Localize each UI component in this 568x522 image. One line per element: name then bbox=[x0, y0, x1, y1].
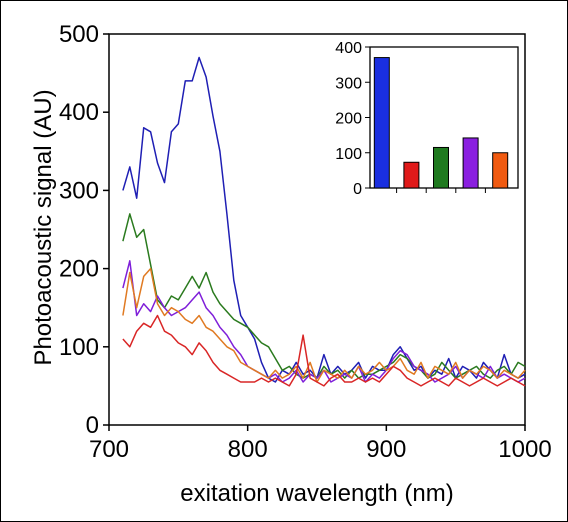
series-line-1 bbox=[122, 56, 526, 383]
inset-bar-plot: 0 100 200 300 400 bbox=[335, 40, 519, 198]
y-tick-label: 0 bbox=[86, 412, 99, 439]
main-plot-border bbox=[108, 33, 526, 426]
x-axis-label: exitation wavelength (nm) bbox=[180, 480, 453, 507]
inset-y-tick-label: 300 bbox=[335, 75, 362, 92]
x-tick-label: 800 bbox=[228, 436, 268, 463]
series-line-2 bbox=[122, 213, 526, 379]
inset-bar-1 bbox=[373, 57, 390, 189]
y-tick-label: 500 bbox=[59, 21, 99, 48]
y-tick-label: 100 bbox=[59, 334, 99, 361]
x-tick-label: 700 bbox=[89, 436, 129, 463]
y-axis-label: Photoacoustic signal (AU) bbox=[30, 89, 57, 365]
x-tick-label: 1000 bbox=[498, 436, 551, 463]
inset-bar-4 bbox=[462, 137, 479, 189]
series-line-3 bbox=[122, 260, 526, 383]
y-tick-label: 200 bbox=[59, 256, 99, 283]
inset-y-tick-label: 400 bbox=[335, 40, 362, 57]
inset-y-tick-label: 0 bbox=[353, 181, 362, 198]
inset-bar-3 bbox=[433, 146, 449, 189]
y-tick-label: 300 bbox=[59, 177, 99, 204]
inset-bar-5 bbox=[492, 152, 509, 189]
series-line-4 bbox=[122, 267, 526, 383]
inset-bar-2 bbox=[403, 161, 420, 189]
inset-y-tick-label: 100 bbox=[335, 146, 362, 163]
inset-y-tick-label: 200 bbox=[335, 111, 362, 128]
series-line-5 bbox=[122, 314, 526, 387]
y-tick-label: 400 bbox=[59, 99, 99, 126]
x-tick-label: 900 bbox=[366, 436, 406, 463]
